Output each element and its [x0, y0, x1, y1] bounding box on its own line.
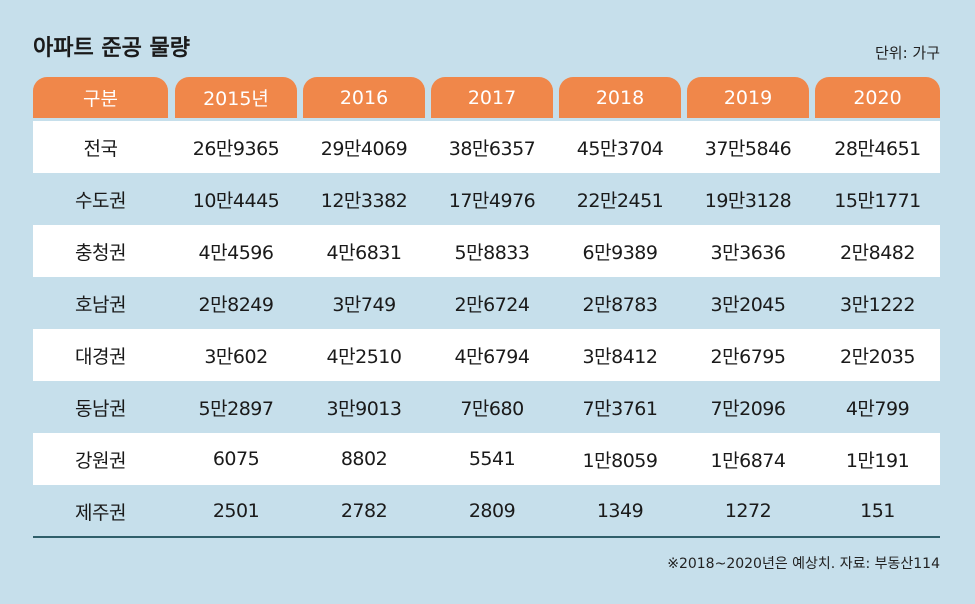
row-label: 동남권 [75, 397, 126, 420]
table-cell: 1349 [596, 500, 644, 522]
row-label: 수도권 [75, 189, 126, 212]
table-cell: 2만2035 [840, 345, 915, 368]
table-cell: 4만2510 [326, 345, 402, 368]
table-row: 대경권 3만602 4만2510 4만6794 3만8412 2만6795 2만2035 [33, 329, 940, 381]
table-row: 제주권 2501 2782 2809 1349 1272 151 [33, 485, 940, 537]
table-cell: 4만4596 [198, 241, 274, 264]
table-cell: 4만6831 [326, 241, 402, 264]
table-cell: 1만8059 [582, 449, 658, 472]
table-cell: 28만4651 [834, 137, 921, 160]
table-cell: 26만9365 [192, 137, 280, 160]
table-cell: 151 [860, 500, 895, 522]
table-cell: 4만6794 [454, 345, 530, 368]
table-cell: 6075 [212, 448, 260, 470]
table-cell: 5541 [468, 448, 516, 470]
table-cell: 2782 [340, 500, 388, 522]
table-row: 호남권 2만8249 3만749 2만6724 2만8783 3만2045 3만1222 [33, 277, 940, 329]
table-cell: 3만3636 [710, 241, 786, 264]
table-cell: 2만6724 [454, 293, 530, 316]
table-cell: 37만5846 [704, 137, 792, 160]
table-cell: 1만191 [845, 449, 910, 472]
table-cell: 2809 [468, 500, 516, 522]
table-row: 충청권 4만4596 4만6831 5만8833 6만9389 3만3636 2만8482 [33, 225, 940, 277]
table-cell: 10만4445 [192, 189, 280, 212]
table-cell: 7만2096 [710, 397, 786, 420]
row-label: 제주권 [75, 501, 126, 524]
table-cell: 38만6357 [448, 137, 536, 160]
table-cell: 1만6874 [710, 449, 786, 472]
column-header: 2017 [431, 77, 553, 118]
table-cell: 3만2045 [710, 293, 786, 316]
table-cell: 2만8249 [198, 293, 274, 316]
column-header: 2015년 [175, 77, 297, 118]
table-cell: 7만680 [460, 397, 524, 420]
table-cell: 17만4976 [448, 189, 536, 212]
row-label: 전국 [83, 137, 118, 160]
table-cell: 2만6795 [710, 345, 786, 368]
row-label: 충청권 [75, 241, 126, 264]
column-header: 2019 [687, 77, 809, 118]
table-cell: 45만3704 [576, 137, 664, 160]
table-cell: 3만749 [332, 293, 396, 316]
column-header: 2020 [815, 77, 940, 118]
row-label: 강원권 [75, 449, 126, 472]
table-row: 전국 26만9365 29만4069 38만6357 45만3704 37만5846 28만… [33, 121, 940, 173]
table-cell: 8802 [340, 448, 388, 470]
table-cell: 5만8833 [454, 241, 530, 264]
table-cell: 3만9013 [326, 397, 402, 420]
table-cell: 3만602 [204, 345, 268, 368]
table-cell: 2만8482 [840, 241, 915, 264]
table-cell: 6만9389 [582, 241, 658, 264]
unit: 단위: 가구 [874, 44, 940, 62]
table-cell: 7만3761 [582, 397, 658, 420]
table-cell: 15만1771 [834, 189, 921, 212]
table-cell: 19만3128 [704, 189, 792, 212]
table-cell: 2만8783 [582, 293, 658, 316]
title: 아파트 준공 물량 [33, 36, 190, 61]
source-note: ※2018~2020년은 예상치. 자료: 부동산114 [667, 556, 940, 572]
table-row: 강원권 6075 8802 5541 1만8059 1만6874 1만191 [33, 433, 940, 485]
table-cell: 3만1222 [840, 293, 915, 316]
column-header: 2016 [303, 77, 425, 118]
row-label: 호남권 [75, 293, 126, 316]
table-cell: 1272 [724, 500, 772, 522]
table-cell: 29만4069 [320, 137, 408, 160]
bottom-rule [33, 536, 940, 538]
table-cell: 22만2451 [576, 189, 664, 212]
table-cell: 4만799 [845, 397, 910, 420]
table-cell: 2501 [212, 500, 260, 522]
table-cell: 3만8412 [582, 345, 658, 368]
column-header: 2018 [559, 77, 681, 118]
table-row: 동남권 5만2897 3만9013 7만680 7만3761 7만2096 4만799 [33, 381, 940, 433]
table-row: 수도권 10만4445 12만3382 17만4976 22만2451 19만3128 15… [33, 173, 940, 225]
column-header: 구분 [33, 77, 168, 118]
row-label: 대경권 [75, 345, 126, 368]
table-cell: 12만3382 [320, 189, 408, 212]
table-cell: 5만2897 [198, 397, 274, 420]
